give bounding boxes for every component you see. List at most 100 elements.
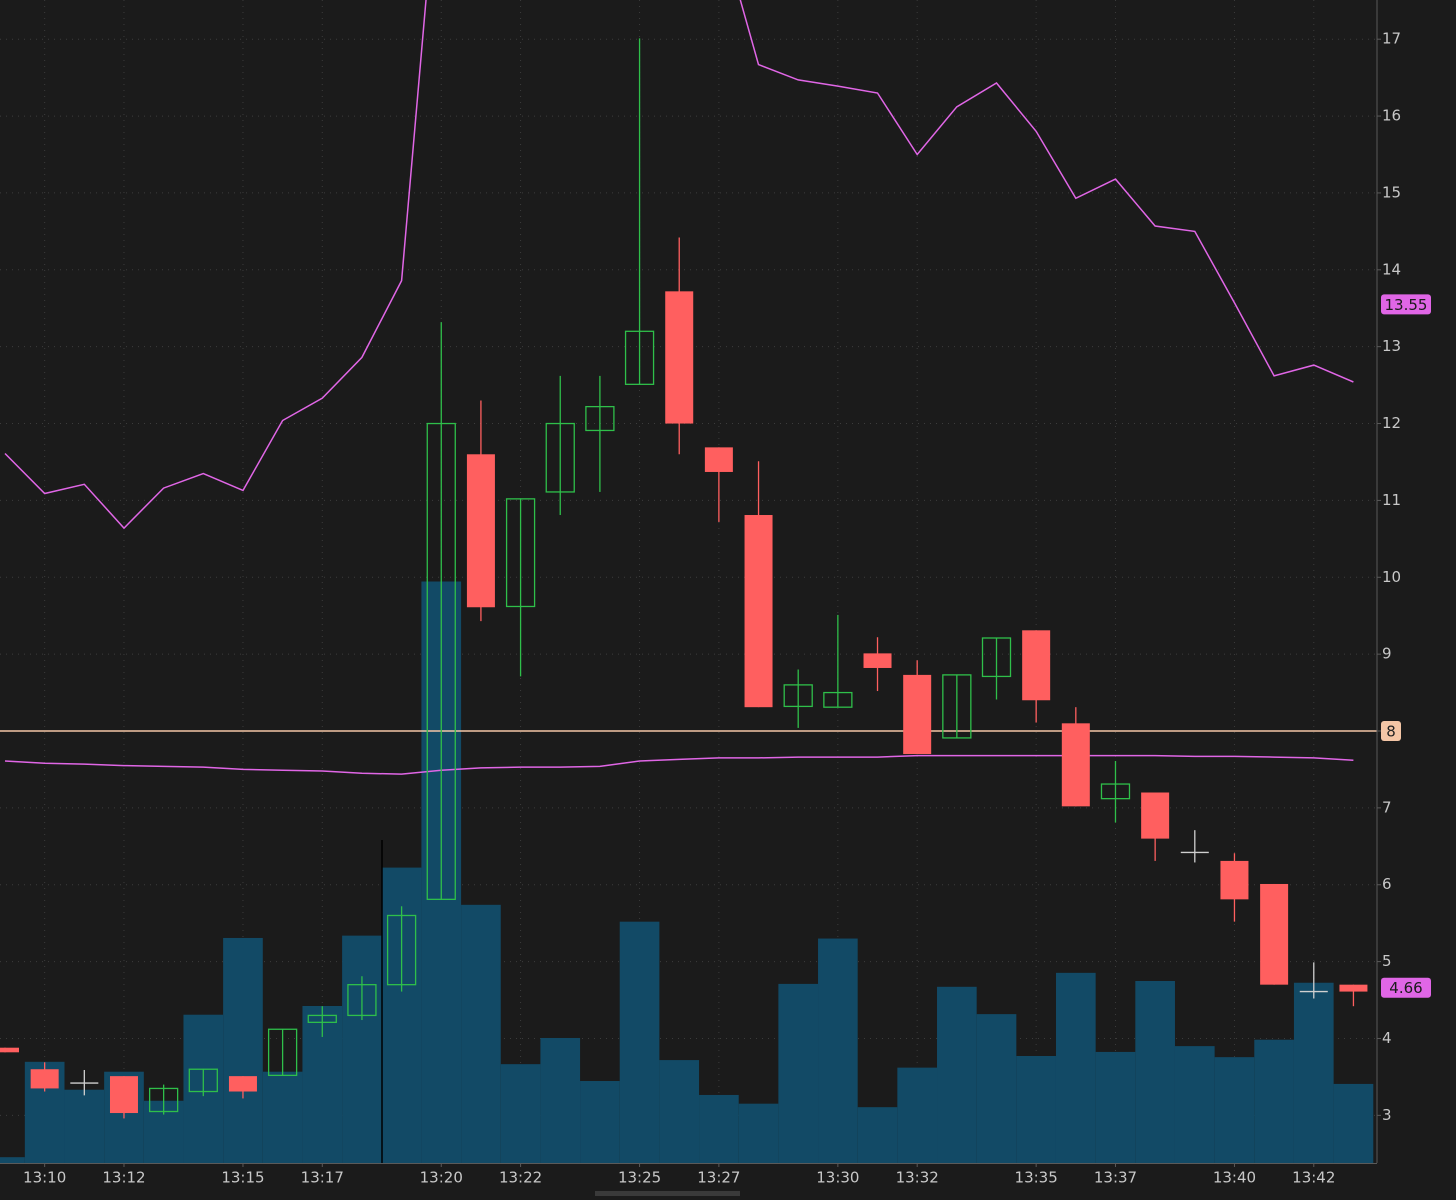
candle-body	[624, 330, 655, 385]
x-tick-label: 13:15	[221, 1169, 264, 1187]
volume-bar	[1214, 1057, 1255, 1163]
volume-bar	[976, 1014, 1017, 1163]
candle-body	[585, 405, 615, 432]
volume-bar	[937, 986, 977, 1163]
candle-body	[1100, 783, 1131, 800]
candle-body	[744, 515, 773, 708]
candle-body	[188, 1068, 218, 1093]
volume-bar	[0, 1157, 25, 1163]
candle-body	[665, 291, 694, 424]
x-tick-label: 13:17	[301, 1169, 344, 1187]
y-tick-label: 15	[1382, 183, 1401, 201]
plot-area	[0, 0, 1377, 1163]
x-tick-label: 13:27	[697, 1169, 740, 1187]
candle-body	[466, 454, 495, 608]
level-badge-label: 8	[1386, 723, 1396, 741]
volume-bar	[64, 1089, 105, 1163]
candle-body	[903, 674, 932, 755]
candle-body	[1022, 630, 1051, 701]
axes: 3 4 5 6 7 8 9 10 11 12 13 14 15 16 17 13:10 13:12 13:15 13…	[0, 0, 1431, 1196]
indicator-line	[4, 754, 1354, 775]
candle-body	[1141, 792, 1170, 839]
volume-bar	[1135, 980, 1175, 1163]
y-tick-label: 11	[1382, 491, 1401, 509]
candle-body	[0, 1047, 19, 1053]
candle-body	[307, 1014, 337, 1023]
candle-body	[863, 653, 892, 668]
candle-body	[386, 914, 417, 986]
candle-body	[228, 1076, 257, 1092]
candle-body	[1339, 984, 1368, 992]
candle-body	[148, 1087, 179, 1113]
x-tick-label: 13:40	[1213, 1169, 1256, 1187]
x-tick-label: 13:22	[499, 1169, 542, 1187]
x-tick-label: 13:10	[23, 1169, 66, 1187]
y-tick-label: 7	[1382, 798, 1392, 816]
level-badge	[1381, 721, 1401, 742]
candle-body	[1061, 723, 1090, 807]
x-tick-label: 13:37	[1094, 1169, 1137, 1187]
y-tick-label: 9	[1382, 645, 1392, 663]
candle-body	[267, 1028, 298, 1077]
volume-bar	[1055, 972, 1096, 1163]
x-tick-label: 13:25	[618, 1169, 661, 1187]
y-tick-label: 12	[1382, 414, 1401, 432]
candle-body	[30, 1069, 59, 1089]
y-tick-label: 10	[1382, 568, 1401, 586]
x-tick-label: 13:20	[420, 1169, 463, 1187]
price-badge-label: 4.66	[1389, 979, 1422, 997]
candle-body	[783, 684, 813, 708]
volume-bar	[500, 1064, 541, 1163]
price-badge-label: 13.55	[1385, 296, 1428, 314]
y-tick-label: 5	[1382, 952, 1392, 970]
candle-body	[347, 984, 377, 1017]
price-badge	[1381, 294, 1431, 315]
y-tick-label: 6	[1382, 875, 1392, 893]
volume-bar	[857, 1107, 898, 1163]
candle-body	[505, 498, 536, 608]
volume-bar	[659, 1060, 700, 1163]
price-badge	[1381, 977, 1431, 998]
volume-bar	[1293, 982, 1334, 1163]
x-tick-label: 13:32	[896, 1169, 939, 1187]
volume-bar	[540, 1037, 581, 1163]
candle-body	[942, 674, 972, 739]
volume-bar	[461, 904, 501, 1163]
candle-body	[981, 637, 1012, 678]
x-tick-label: 13:42	[1292, 1169, 1335, 1187]
volume-bar	[738, 1103, 779, 1163]
candle-body	[109, 1076, 138, 1114]
y-tick-label: 14	[1382, 260, 1401, 278]
volume-bar	[262, 1071, 303, 1163]
volume-bar	[699, 1094, 739, 1163]
volume-bar	[342, 935, 382, 1163]
x-tick-label: 13:12	[102, 1169, 145, 1187]
x-tick-label: 13:30	[816, 1169, 859, 1187]
volume-bar	[1174, 1046, 1215, 1163]
volume-bar	[619, 921, 660, 1163]
candle-body	[704, 447, 733, 472]
x-tick-label: 13:35	[1015, 1169, 1058, 1187]
y-tick-label: 17	[1382, 30, 1401, 48]
candle-body	[1260, 883, 1289, 985]
volume-bar	[1333, 1083, 1374, 1163]
candle-body	[426, 422, 456, 900]
volume-bar	[223, 937, 263, 1163]
y-tick-label: 13	[1382, 337, 1401, 355]
scrollbar[interactable]	[595, 1191, 740, 1196]
volume-bar	[897, 1067, 938, 1163]
y-tick-label: 3	[1382, 1106, 1392, 1124]
y-tick-label: 16	[1382, 107, 1401, 125]
volume-bar	[818, 938, 858, 1163]
candle-body	[823, 691, 853, 708]
volume-bar	[1095, 1051, 1136, 1163]
volume-bar	[778, 983, 819, 1163]
volume-bar	[1016, 1056, 1056, 1163]
candle-body	[545, 422, 575, 493]
candle-body	[1220, 860, 1249, 900]
indicator-line	[4, 0, 1354, 530]
y-tick-label: 4	[1382, 1029, 1392, 1047]
volume-bar	[580, 1081, 620, 1163]
volume-bar	[1254, 1039, 1294, 1163]
